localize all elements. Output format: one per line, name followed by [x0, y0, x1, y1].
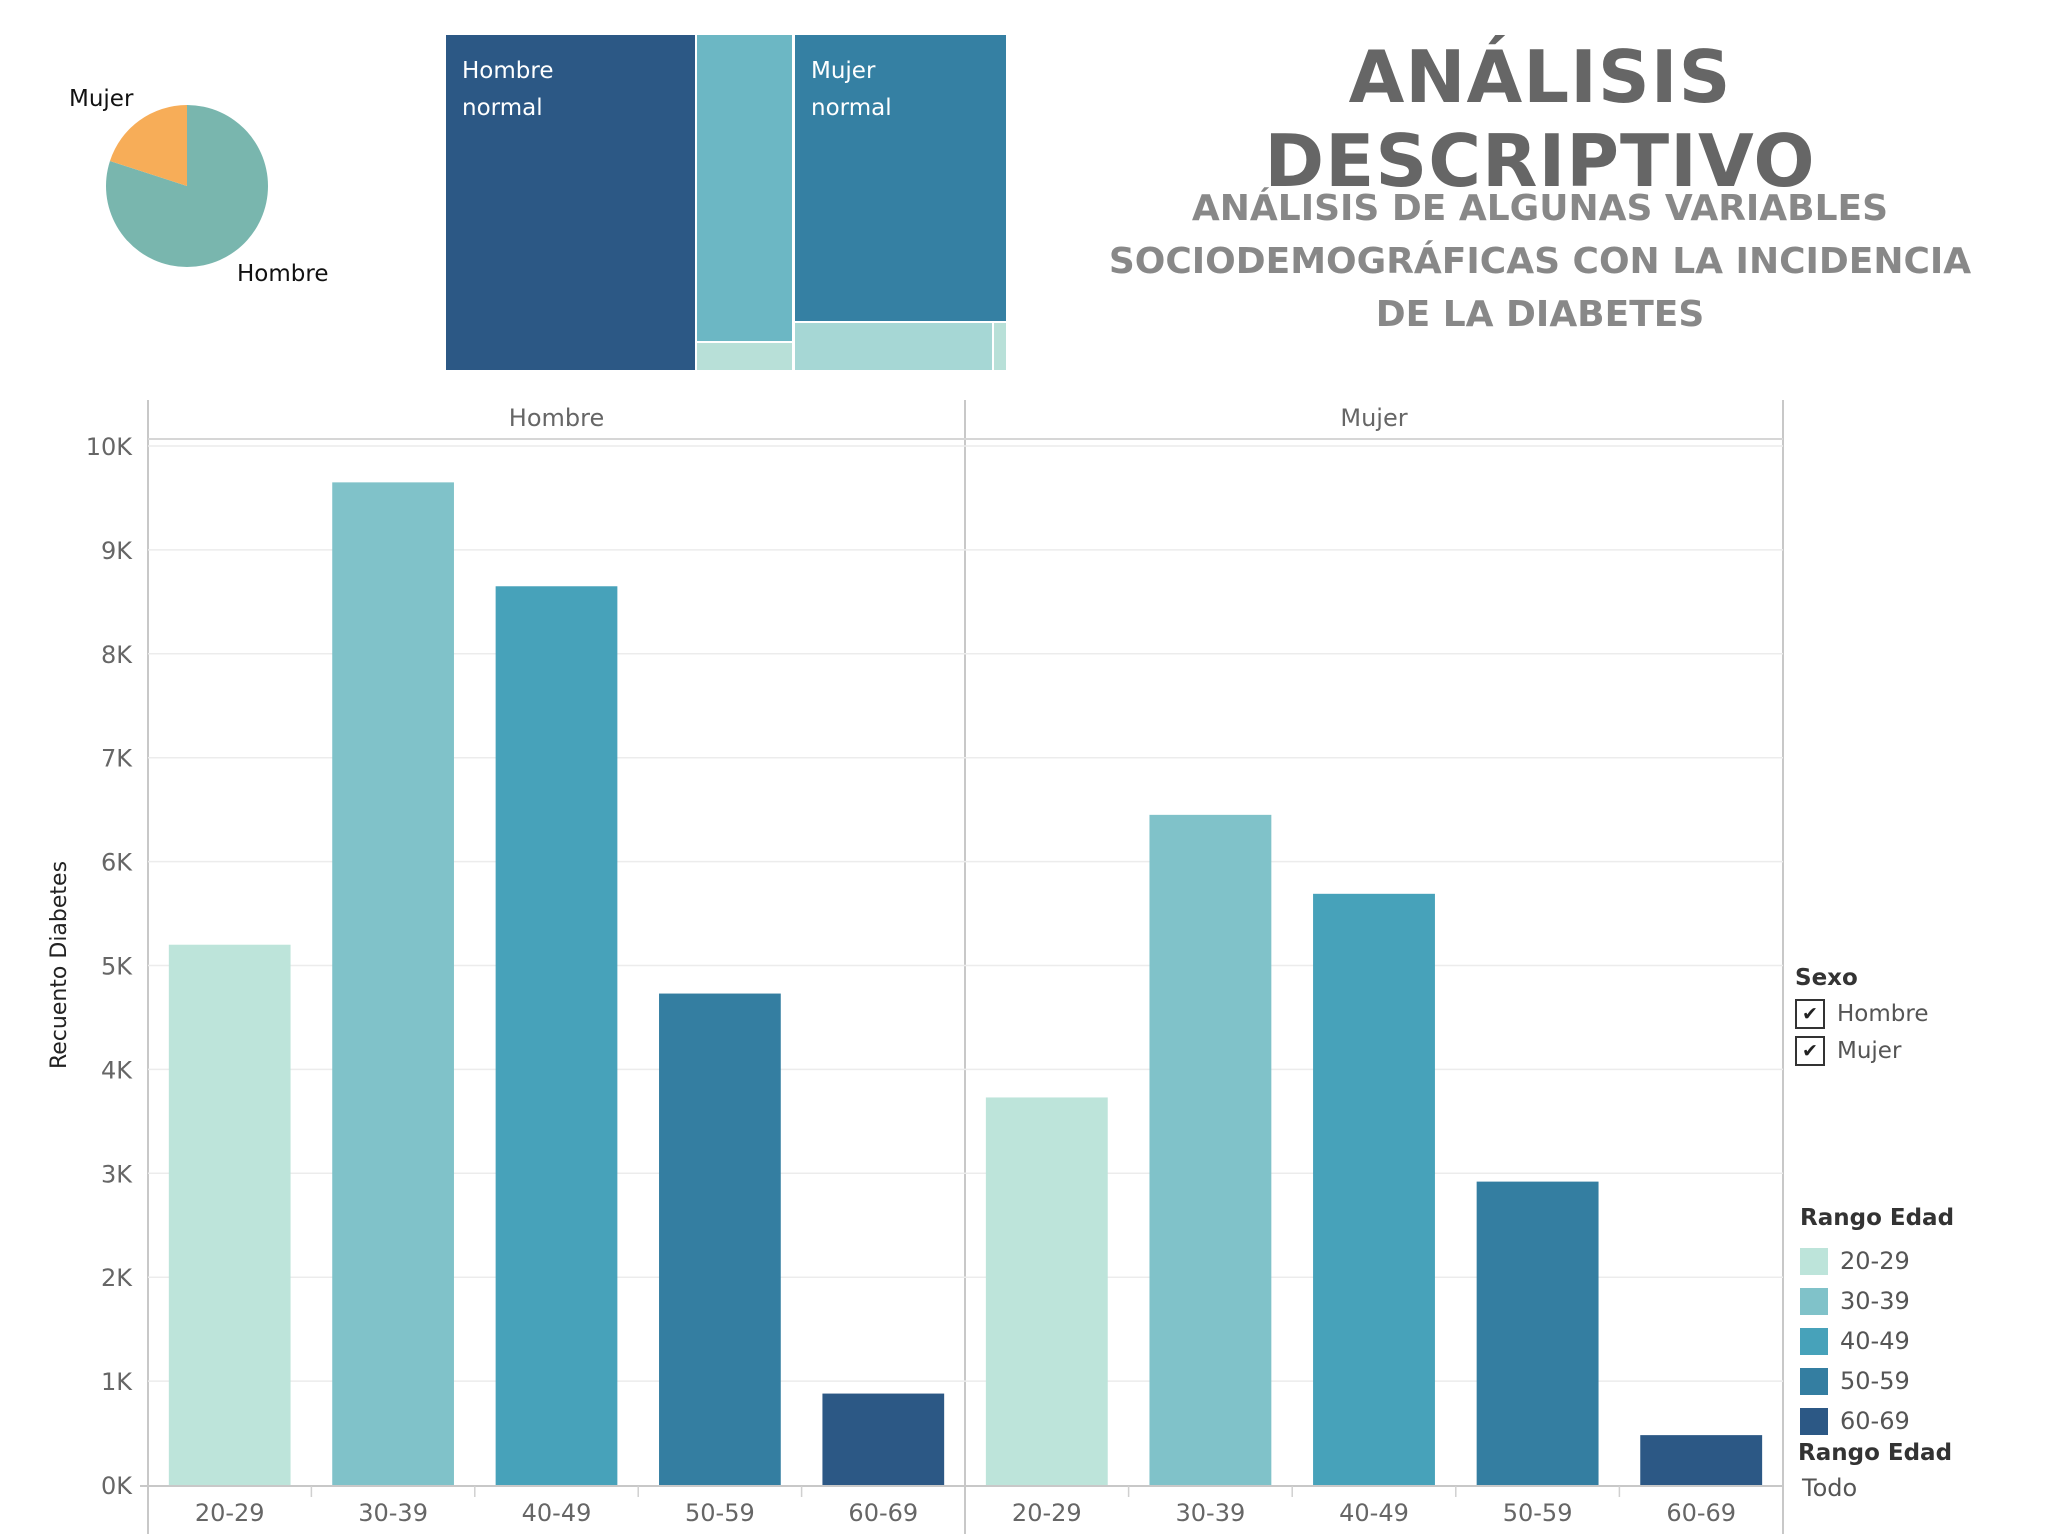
legend-rango-title: Rango Edad [1800, 1205, 1955, 1231]
panel-header: Mujer [1340, 404, 1407, 432]
bar[interactable] [1476, 1181, 1599, 1485]
legend-swatch [1800, 1327, 1828, 1355]
legend-item[interactable]: 60-69 [1800, 1401, 2030, 1441]
legend-item-label: 30-39 [1840, 1287, 1910, 1315]
y-tick-label: 3K [101, 1160, 133, 1188]
dashboard-title: ANÁLISIS DESCRIPTIVO [1264, 35, 1816, 203]
pie-svg [106, 105, 268, 267]
x-tick-label: 30-39 [1176, 1499, 1246, 1527]
bar[interactable] [659, 993, 781, 1485]
legend-item-label: 20-29 [1840, 1247, 1910, 1275]
y-tick-label: 10K [86, 433, 134, 461]
x-tick-label: 60-69 [848, 1499, 918, 1527]
legend-swatch [1800, 1287, 1828, 1315]
age-bar-chart: 0K 1K 2K 3K 4K 5K 6K 7K 8K 9K 10K Recuento Diabetes… [47, 400, 1784, 1534]
y-tick-label: 6K [101, 849, 133, 877]
treemap-cell[interactable] [697, 343, 792, 370]
filter-option-hombre[interactable]: ✔ Hombre [1795, 995, 2025, 1032]
bar[interactable] [985, 1097, 1108, 1485]
treemap-chart: Hombre normal Mujer normal [446, 35, 1006, 370]
treemap-cell[interactable] [795, 323, 992, 370]
bar[interactable] [822, 1393, 945, 1485]
pie-label-hombre: Hombre [237, 261, 329, 287]
legend-item-label: 60-69 [1840, 1407, 1910, 1435]
x-tick-label: 40-49 [522, 1499, 592, 1527]
x-tick-label: 50-59 [1503, 1499, 1573, 1527]
pie-label-mujer: Mujer [69, 86, 134, 112]
filter-rango-title: Rango Edad [1798, 1440, 1953, 1466]
x-tick-label: 40-49 [1339, 1499, 1409, 1527]
legend-item[interactable]: 20-29 [1800, 1241, 2030, 1281]
legend-item[interactable]: 50-59 [1800, 1361, 2030, 1401]
legend-swatch [1800, 1367, 1828, 1395]
y-tick-label: 0K [101, 1472, 133, 1500]
legend-rango-list[interactable]: 20-29 30-39 40-49 50-59 60-69 [1800, 1241, 2030, 1455]
legend-sexo: Sexo ✔ Hombre ✔ Mujer [1795, 965, 2025, 1069]
y-tick-label: 4K [101, 1056, 133, 1084]
checkbox-mujer[interactable]: ✔ [1795, 1035, 1825, 1066]
treemap-cell-label: Hombre normal [462, 58, 554, 121]
bar[interactable] [495, 586, 618, 1485]
panel-header: Hombre [509, 404, 604, 432]
bar[interactable] [1313, 893, 1435, 1485]
legend-item[interactable]: 30-39 [1800, 1281, 2030, 1321]
legend-item-label: 40-49 [1840, 1327, 1910, 1355]
sex-pie-chart[interactable]: Mujer Hombre [40, 60, 360, 320]
legend-item-label: 50-59 [1840, 1367, 1910, 1395]
x-tick-label: 50-59 [685, 1499, 755, 1527]
bar[interactable] [332, 482, 454, 1485]
treemap-cell[interactable] [994, 323, 1006, 370]
bar[interactable] [168, 944, 291, 1485]
legend-swatch [1800, 1407, 1828, 1435]
treemap-cell-hombre-normal[interactable]: Hombre normal [446, 35, 695, 370]
legend-sexo-title: Sexo [1795, 965, 1858, 991]
y-tick-label: 2K [101, 1264, 133, 1292]
treemap-cell-label: Mujer normal [811, 58, 892, 121]
bar[interactable] [1640, 1435, 1763, 1485]
checkbox-hombre[interactable]: ✔ [1795, 998, 1825, 1029]
y-tick-label: 1K [101, 1368, 133, 1396]
y-tick-label: 5K [101, 953, 133, 981]
filter-option-mujer[interactable]: ✔ Mujer [1795, 1032, 2025, 1069]
pie-slice-mujer[interactable] [109, 105, 187, 186]
legend-item[interactable]: 40-49 [1800, 1321, 2030, 1361]
x-tick-label: 30-39 [358, 1499, 428, 1527]
treemap-cell[interactable] [697, 35, 792, 341]
y-tick-label: 7K [101, 745, 133, 773]
legend-swatch [1800, 1247, 1828, 1275]
x-tick-label: 20-29 [195, 1499, 265, 1527]
check-icon: ✔ [1802, 1002, 1818, 1025]
bar[interactable] [1149, 814, 1272, 1485]
legend-rango-edad: Rango Edad 20-29 30-39 40-49 50-59 60-69 [1800, 1205, 2030, 1455]
treemap-cell-mujer-normal[interactable]: Mujer normal [795, 35, 1006, 321]
filter-rango-edad[interactable]: Rango Edad Todo [1798, 1440, 2028, 1502]
y-axis-title: Recuento Diabetes [47, 861, 72, 1069]
x-tick-label: 60-69 [1666, 1499, 1736, 1527]
filter-option-label: Mujer [1837, 1037, 1902, 1064]
x-tick-label: 20-29 [1012, 1499, 1082, 1527]
check-icon: ✔ [1802, 1039, 1818, 1062]
filter-rango-value[interactable]: Todo [1802, 1474, 1858, 1502]
y-tick-label: 9K [101, 537, 133, 565]
y-tick-label: 8K [101, 641, 133, 669]
dashboard-subtitle: ANÁLISIS DE ALGUNAS VARIABLES SOCIODEMOG… [1108, 188, 1972, 335]
filter-option-label: Hombre [1837, 1000, 1929, 1027]
